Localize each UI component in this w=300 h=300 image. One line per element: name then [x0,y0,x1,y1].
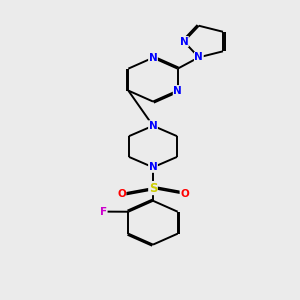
Text: N: N [148,162,158,172]
Text: O: O [180,189,189,199]
Text: N: N [179,37,188,46]
Text: N: N [173,85,182,96]
Text: S: S [149,182,157,195]
Text: N: N [194,52,203,62]
Text: O: O [117,189,126,199]
Text: F: F [100,207,107,217]
Text: N: N [148,121,158,131]
Text: N: N [148,53,158,63]
